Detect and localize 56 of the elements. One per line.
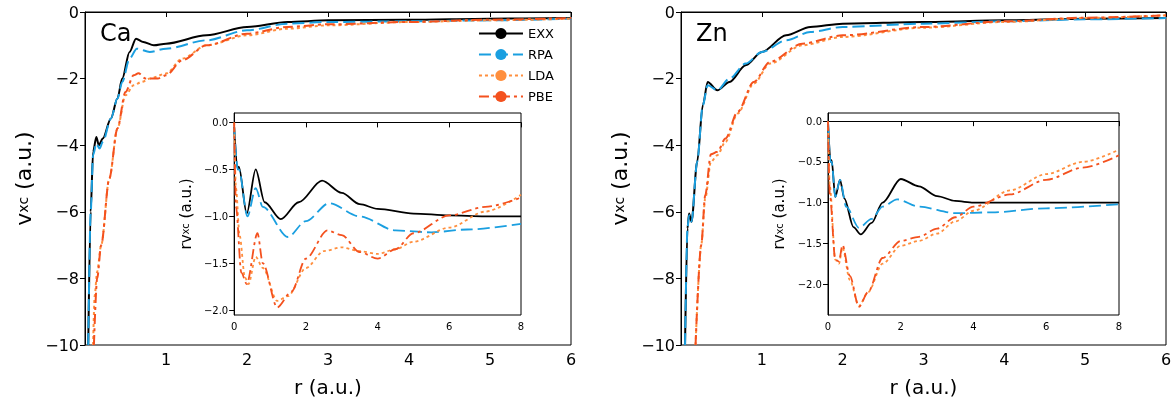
y-tick-label: −0.5 xyxy=(203,163,229,175)
x-tick-label: 8 xyxy=(517,320,525,332)
y-tick-label: −10 xyxy=(45,335,79,355)
x-tick-label: 1 xyxy=(756,349,767,369)
y-tick-label: −0.5 xyxy=(797,156,822,168)
x-tick-label: 4 xyxy=(403,349,415,369)
y-tick-label: −10 xyxy=(641,335,675,355)
y-tick-label: −1.0 xyxy=(797,197,822,209)
x-tick-label: 1 xyxy=(160,349,172,369)
x-tick-label: 5 xyxy=(484,349,496,369)
legend-label: LDA xyxy=(527,68,554,83)
y-tick-label: 0 xyxy=(664,2,675,22)
y-tick-label: −1.0 xyxy=(203,210,229,222)
x-tick-label: 8 xyxy=(1115,320,1123,332)
x-tick-label: 4 xyxy=(374,320,381,332)
y-tick-label: −4 xyxy=(55,135,79,155)
y-tick-label: −2 xyxy=(651,69,675,89)
x-tick-label: 2 xyxy=(302,320,310,332)
chart-title: Ca xyxy=(100,19,132,47)
x-tick-label: 2 xyxy=(837,349,848,369)
x-tick-label: 3 xyxy=(322,349,334,369)
y-axis-title: vxc (a.u.) xyxy=(606,131,632,226)
y-tick-label: −2.0 xyxy=(203,304,229,316)
x-tick-label: 6 xyxy=(446,320,453,332)
x-tick-label: 5 xyxy=(1080,349,1091,369)
legend-label: EXX xyxy=(527,26,555,41)
x-tick-label: 4 xyxy=(999,349,1010,369)
y-tick-label: −8 xyxy=(55,268,79,288)
y-tick-label: −1.5 xyxy=(203,257,229,269)
y-tick-label: 0 xyxy=(68,2,79,22)
y-axis-title: vxc (a.u.) xyxy=(10,131,36,226)
y-tick-label: −6 xyxy=(55,202,79,222)
legend-label: RPA xyxy=(527,47,554,62)
x-tick-label: 3 xyxy=(918,349,929,369)
y-tick-label: 0.0 xyxy=(806,115,822,127)
y-tick-label: 0.0 xyxy=(212,116,229,128)
x-tick-label: 4 xyxy=(970,320,977,332)
x-tick-label: 6 xyxy=(1160,349,1172,369)
x-tick-label: 2 xyxy=(897,320,904,332)
y-tick-label: −2 xyxy=(55,69,79,89)
y-tick-label: −8 xyxy=(651,268,675,288)
y-tick-label: −6 xyxy=(651,202,675,222)
x-tick-label: 6 xyxy=(1043,320,1050,332)
y-axis-title: rvxc (a.u.) xyxy=(176,178,195,250)
x-tick-label: 2 xyxy=(241,349,253,369)
y-tick-label: −4 xyxy=(651,135,675,155)
legend-label: PBE xyxy=(527,89,553,104)
x-axis-title: r (a.u.) xyxy=(889,375,958,399)
x-tick-label: 0 xyxy=(824,320,832,332)
x-tick-label: 0 xyxy=(230,320,238,332)
y-axis-title: rvxc (a.u.) xyxy=(770,178,789,250)
x-axis-title: r (a.u.) xyxy=(294,375,362,399)
x-tick-label: 6 xyxy=(565,349,577,369)
y-tick-label: −2.0 xyxy=(797,278,822,290)
y-tick-label: −1.5 xyxy=(797,237,822,249)
chart-title: Zn xyxy=(696,19,728,47)
